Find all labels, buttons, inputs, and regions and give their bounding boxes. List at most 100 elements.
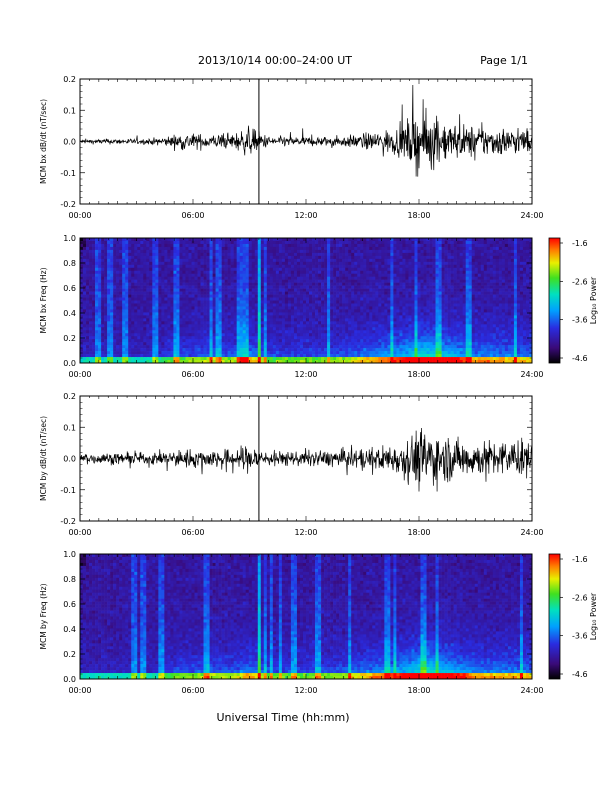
spectrogram-cell — [134, 264, 138, 269]
spectrogram-cell — [104, 339, 108, 343]
spectrogram-cell — [203, 360, 207, 364]
spectrogram-cell — [89, 261, 93, 266]
spectrogram-cell — [98, 339, 102, 343]
spectrogram-cell — [110, 360, 114, 364]
spectrogram-cell — [339, 282, 343, 286]
spectrogram-cell — [95, 300, 99, 304]
spectrogram-cell — [89, 252, 93, 257]
spectrogram-cell — [357, 270, 361, 275]
spectrogram-cell — [293, 291, 298, 295]
spectrogram-cell — [423, 315, 427, 319]
spectrogram-cell — [221, 261, 225, 266]
spectrogram-cell — [354, 360, 358, 364]
spectrogram-cell — [309, 261, 313, 266]
spectrogram-cell — [230, 315, 234, 319]
spectrogram-cell — [306, 336, 310, 340]
spectrogram-cell — [405, 330, 409, 334]
spectrogram-cell — [131, 291, 135, 295]
spectrogram-cell — [254, 300, 259, 304]
spectrogram-cell — [318, 327, 322, 331]
spectrogram-cell — [116, 309, 120, 313]
spectrogram-cell — [260, 312, 265, 316]
spectrogram-cell — [191, 348, 195, 352]
spectrogram-cell — [185, 348, 189, 352]
spectrogram-cell — [194, 258, 198, 263]
spectrogram-cell — [257, 324, 262, 328]
spectrogram-cell — [83, 264, 87, 269]
spectrogram-cell — [278, 327, 283, 331]
spectrogram-cell — [167, 288, 171, 292]
spectrogram-cell — [245, 294, 250, 298]
spectrogram-cell — [351, 264, 355, 269]
spectrogram-cell — [143, 291, 147, 295]
spectrogram-cell — [351, 240, 355, 245]
spectrogram-cell — [251, 297, 256, 301]
spectrogram-cell — [134, 267, 138, 272]
spectrogram-cell — [233, 258, 237, 263]
spectrogram-cell — [167, 309, 171, 313]
spectrogram-cell — [197, 279, 201, 283]
spectrogram-cell — [306, 345, 310, 349]
spectrogram-cell — [176, 258, 180, 263]
spectrogram-cell — [417, 282, 421, 286]
spectrogram-cell — [393, 360, 397, 364]
spectrogram-cell — [242, 288, 247, 292]
spectrogram-cell — [363, 276, 367, 280]
spectrogram-cell — [164, 288, 168, 292]
spectrogram-cell — [318, 279, 322, 283]
spectrogram-cell — [402, 270, 406, 275]
spectrogram-cell — [375, 348, 379, 352]
spectrogram-cell — [321, 336, 325, 340]
spectrogram-cell — [339, 342, 343, 346]
spectrogram-cell — [284, 315, 289, 319]
spectrogram-cell — [260, 279, 265, 283]
spectrogram-cell — [215, 318, 219, 322]
spectrogram-cell — [345, 270, 349, 275]
spectrogram-cell — [149, 240, 153, 245]
spectrogram-cell — [423, 360, 427, 364]
spectrogram-cell — [336, 327, 340, 331]
spectrogram-cell — [224, 267, 228, 272]
spectrogram-cell — [281, 288, 286, 292]
spectrogram-cell — [146, 330, 150, 334]
spectrogram-cell — [348, 354, 352, 358]
spectrogram-cell — [86, 342, 90, 346]
spectrogram-cell — [197, 243, 201, 248]
spectrogram-cell — [387, 339, 391, 343]
spectrogram-cell — [378, 285, 382, 289]
spectrogram-cell — [318, 330, 322, 334]
spectrogram-cell — [330, 238, 334, 242]
spectrogram-cell — [293, 315, 298, 319]
spectrogram-cell — [92, 276, 96, 280]
spectrogram-cell — [86, 321, 90, 325]
spectrogram-cell — [116, 249, 120, 254]
spectrogram-cell — [336, 333, 340, 337]
spectrogram-cell — [408, 240, 412, 245]
spectrogram-cell — [233, 309, 237, 313]
spectrogram-cell — [296, 300, 301, 304]
spectrogram-cell — [227, 288, 231, 292]
spectrogram-cell — [309, 336, 313, 340]
spectrogram-cell — [143, 300, 147, 304]
spectrogram-cell — [284, 288, 289, 292]
spectrogram-cell — [321, 249, 325, 254]
spectrogram-cell — [185, 336, 189, 340]
spectrogram-cell — [206, 318, 210, 322]
spectrogram-cell — [366, 354, 370, 358]
spectrogram-cell — [209, 336, 213, 340]
spectrogram-cell — [215, 351, 219, 355]
spectrogram-cell — [248, 330, 253, 334]
spectrogram-cell — [312, 276, 316, 280]
spectrogram-cell — [218, 273, 222, 277]
spectrogram-cell — [173, 357, 177, 361]
spectrogram-cell — [239, 312, 244, 316]
spectrogram-cell — [266, 285, 271, 289]
spectrogram-cell — [137, 258, 141, 263]
spectrogram-cell — [119, 238, 123, 242]
spectrogram-cell — [104, 255, 108, 260]
spectrogram-cell — [248, 288, 253, 292]
spectrogram-cell — [203, 240, 207, 245]
spectrogram-cell — [396, 339, 400, 343]
spectrogram-cell — [309, 255, 313, 260]
spectrogram-cell — [134, 288, 138, 292]
